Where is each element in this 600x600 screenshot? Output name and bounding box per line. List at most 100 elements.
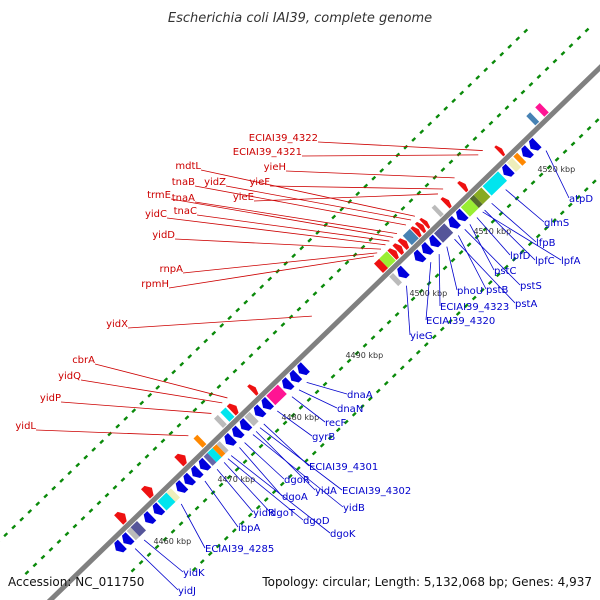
- leader-line: [239, 447, 283, 497]
- leader-line: [182, 252, 378, 274]
- gene-label: recF: [325, 418, 347, 429]
- track-dot: [19, 516, 25, 522]
- leader-line: [216, 468, 254, 513]
- track-dot: [515, 36, 521, 42]
- track-dot: [370, 335, 376, 340]
- gene-label: cbrA: [72, 355, 95, 366]
- gene-labels: ECIAI39_4322 ECIAI39_4321 yieH yieF yieE mdtL…: [15, 133, 593, 597]
- track-dot: [192, 407, 198, 413]
- track-dot: [240, 361, 246, 366]
- gene-label: dgoA: [282, 492, 308, 503]
- gene-label: yieF: [249, 177, 270, 188]
- gene-feature: [191, 465, 204, 478]
- gene-label: ECIAI39_4302: [342, 486, 411, 497]
- kbp-tick-label: 4470 kbp: [217, 475, 255, 484]
- genome-summary-text: Topology: circular; Length: 5,132,068 bp…: [261, 575, 592, 589]
- track-dot: [327, 435, 333, 440]
- leader-line: [223, 462, 271, 513]
- track-dot: [378, 327, 384, 333]
- track-dot: [91, 447, 97, 452]
- track-dot: [11, 524, 17, 530]
- gene-feature: [421, 242, 434, 255]
- leader-line: [464, 228, 521, 286]
- gene-feature: [397, 238, 410, 250]
- leader-line: [174, 238, 382, 250]
- track-dot: [256, 345, 262, 351]
- gene-feature: [434, 223, 454, 243]
- track-dot: [495, 272, 501, 278]
- track-dot: [67, 470, 73, 476]
- leader-line: [505, 189, 545, 223]
- gene-feature: [232, 425, 245, 439]
- track-dot: [463, 303, 469, 309]
- track-dot: [274, 428, 280, 433]
- track-dot: [551, 218, 557, 223]
- track-dot: [328, 275, 334, 281]
- track-dot: [83, 454, 89, 460]
- track-dot: [427, 121, 433, 127]
- track-dot: [583, 187, 589, 192]
- track-dot: [335, 427, 341, 433]
- leader-line: [180, 503, 206, 549]
- track-dot: [330, 373, 336, 379]
- track-dot: [423, 342, 429, 347]
- leader-line: [306, 382, 348, 395]
- track-dot: [247, 512, 253, 518]
- gene-feature: [114, 539, 127, 553]
- track-dot: [416, 190, 422, 196]
- track-dot: [343, 419, 349, 425]
- gene-label: lpfD: [510, 251, 531, 262]
- leader-line: [60, 401, 212, 414]
- track-dot: [466, 242, 472, 247]
- gene-label: rnpA: [160, 264, 184, 275]
- gene-feature: [494, 145, 506, 157]
- gene-label: pstC: [494, 266, 516, 277]
- gene-label: gyrB: [312, 432, 335, 443]
- track-dot: [570, 141, 576, 147]
- track-dot: [32, 562, 38, 568]
- leader-line: [253, 193, 438, 202]
- gene-feature: [473, 187, 491, 205]
- track-dot: [75, 462, 81, 468]
- track-dot: [208, 392, 214, 397]
- track-dot: [288, 314, 294, 320]
- gene-feature: [502, 163, 515, 177]
- gene-feature: [431, 204, 444, 218]
- track-dot: [168, 430, 174, 436]
- gene-label: rpmH: [141, 279, 169, 290]
- track-dot: [355, 191, 361, 197]
- track-dot: [239, 520, 245, 526]
- track-dot: [35, 501, 41, 507]
- leader-line: [476, 217, 511, 256]
- gene-feature: [460, 198, 479, 217]
- leader-line: [244, 442, 285, 480]
- track-dot: [202, 497, 208, 503]
- track-dot: [475, 75, 481, 80]
- gene-feature: [216, 441, 229, 454]
- track-dot: [362, 342, 368, 348]
- track-dot: [207, 551, 213, 557]
- track-dot: [394, 311, 400, 317]
- track-dot: [499, 51, 505, 57]
- track-dot: [271, 489, 277, 495]
- gene-label: yidJ: [178, 586, 196, 597]
- track-dot: [223, 535, 229, 541]
- backbone-line: [46, 64, 600, 600]
- track-dot: [535, 233, 541, 239]
- gene-feature: [141, 485, 154, 499]
- track-dot: [455, 311, 461, 316]
- gene-feature: [226, 403, 239, 416]
- track-dot: [403, 144, 409, 150]
- track-dot: [259, 284, 265, 290]
- track-dot: [255, 504, 261, 510]
- track-dot: [231, 528, 237, 533]
- track-dot: [120, 477, 126, 483]
- tick-dot-rows: [0, 27, 600, 576]
- track-dot: [552, 58, 558, 64]
- track-dot: [154, 544, 160, 550]
- track-dot: [576, 35, 582, 41]
- track-dot: [459, 90, 465, 96]
- track-dot: [104, 492, 110, 498]
- track-dot: [235, 307, 241, 313]
